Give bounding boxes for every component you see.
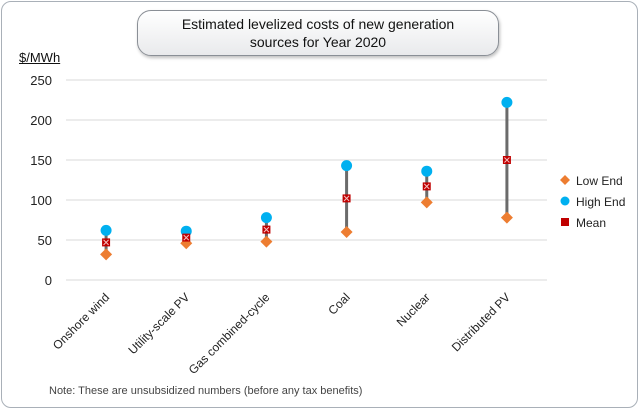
- y-tick-label: 200: [30, 113, 52, 128]
- diamond-icon: [560, 174, 572, 188]
- legend-item-low: Low End: [560, 170, 625, 191]
- high-end-point: [100, 224, 112, 236]
- circle-icon: [560, 195, 572, 209]
- low-end-point: [500, 211, 513, 224]
- x-tick-label: Nuclear: [394, 290, 433, 329]
- mean-point-x-mark: [263, 226, 270, 233]
- x-tick-label: Distributed PV: [449, 290, 513, 354]
- mean-point-x-mark: [504, 157, 510, 163]
- y-tick-label: 250: [30, 73, 52, 88]
- low-end-point: [340, 226, 353, 238]
- y-tick-label: 150: [30, 153, 52, 168]
- legend-item-high: High End: [560, 191, 625, 212]
- y-tick-label: 100: [30, 193, 52, 208]
- mean-point-x-mark: [183, 234, 190, 241]
- chart-title: Estimated levelized costs of new generat…: [137, 10, 499, 56]
- y-axis-label: $/MWh: [19, 50, 61, 65]
- mean-point-x-mark: [103, 239, 109, 246]
- footnote: Note: These are unsubsidized numbers (be…: [49, 385, 363, 397]
- y-tick-label: 50: [38, 233, 52, 248]
- x-tick-label: Onshore wind: [50, 290, 112, 352]
- x-tick-label: Utility-scale PV: [125, 290, 192, 357]
- low-end-point: [260, 235, 273, 248]
- high-end-point: [341, 160, 353, 172]
- low-end-point: [420, 196, 433, 209]
- high-end-point: [501, 96, 513, 108]
- square-icon: [560, 216, 572, 230]
- legend-label: High End: [576, 194, 626, 209]
- legend-label: Mean: [576, 215, 607, 230]
- mean-point-x-mark: [423, 183, 430, 190]
- high-end-point: [260, 212, 272, 224]
- legend-item-mean: Mean: [560, 212, 625, 233]
- low-end-point: [100, 248, 113, 261]
- x-tick-label: Gas combined-cycle: [186, 290, 273, 377]
- high-end-point: [421, 165, 433, 177]
- legend: Low End High End Mean: [560, 170, 625, 233]
- legend-label: Low End: [576, 173, 623, 188]
- x-tick-label: Coal: [325, 290, 352, 317]
- y-tick-label: 0: [45, 273, 52, 288]
- mean-point-x-mark: [343, 195, 350, 202]
